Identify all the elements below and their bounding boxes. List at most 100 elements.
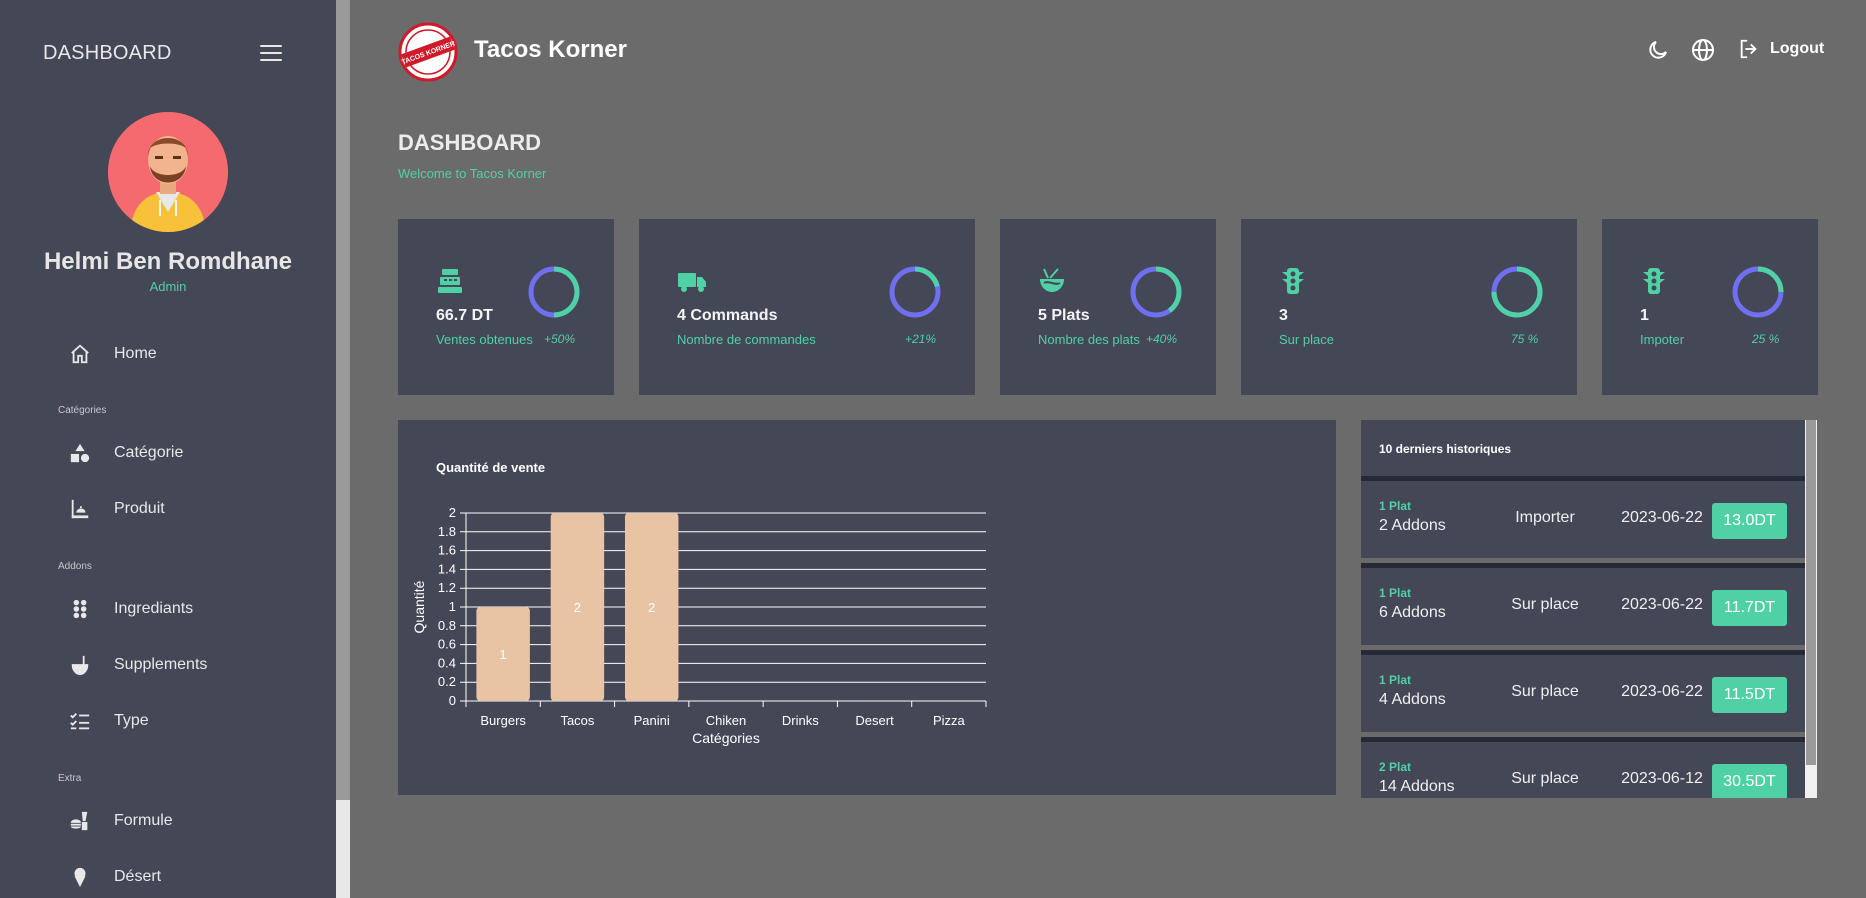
history-row[interactable]: 2 Plat 14 Addons Sur place 2023-06-12 30…: [1361, 737, 1805, 798]
y-tick-label: 0.4: [438, 655, 456, 670]
sidebar-item-type[interactable]: Type: [68, 706, 149, 736]
y-tick-label: 0.6: [438, 637, 456, 652]
stat-value: 66.7 DT: [436, 307, 493, 324]
history-date: 2023-06-22: [1621, 683, 1703, 700]
menu-toggle-icon[interactable]: [260, 45, 282, 61]
history-plat: 1 Plat: [1379, 499, 1412, 513]
sidebar: DASHBOARD Helmi Ben Romdhane Admin Home …: [0, 0, 336, 898]
stat-label: Impoter: [1640, 332, 1685, 347]
progress-ring: [889, 266, 941, 318]
history-price-badge: 30.5DT: [1712, 764, 1787, 798]
avatar: [108, 112, 228, 232]
brand-name: Tacos Korner: [474, 36, 627, 63]
progress-ring: [528, 266, 580, 318]
globe-icon[interactable]: [1691, 38, 1715, 62]
y-tick-label: 1: [449, 599, 456, 614]
stat-percent: +40%: [1146, 332, 1178, 346]
stat-value: 3: [1279, 307, 1288, 324]
stat-percent: +21%: [905, 332, 937, 346]
sidebar-item-label: Désert: [114, 868, 162, 885]
logout-label: Logout: [1770, 40, 1825, 57]
history-row[interactable]: 1 Plat 6 Addons Sur place 2023-06-22 11.…: [1361, 563, 1805, 645]
history-panel: 10 derniers historiques 1 Plat 2 Addons …: [1361, 420, 1805, 798]
sidebar-item-label: Supplements: [114, 656, 208, 673]
stat-label: Sur place: [1279, 332, 1334, 347]
progress-ring: [1130, 266, 1182, 318]
sidebar-item-label: Ingrediants: [114, 600, 194, 617]
bar-value-label: 2: [648, 600, 655, 615]
dark-mode-icon[interactable]: [1646, 38, 1670, 62]
history-price-badge: 11.7DT: [1712, 590, 1787, 626]
x-tick-label: Tacos: [560, 713, 594, 728]
sidebar-item-label: Home: [114, 345, 157, 362]
sidebar-title: DASHBOARD: [43, 42, 172, 64]
stat-value: 5 Plats: [1038, 307, 1090, 324]
stat-percent: 75 %: [1511, 332, 1539, 346]
history-date: 2023-06-22: [1621, 509, 1703, 526]
history-date: 2023-06-22: [1621, 596, 1703, 613]
bar: [550, 513, 605, 701]
bar: [476, 607, 530, 701]
icecream-icon: [68, 865, 92, 889]
y-tick-label: 2: [449, 505, 456, 520]
stat-value: 1: [1640, 307, 1649, 324]
traffic-light-icon: [1279, 267, 1307, 295]
y-tick-label: 0: [449, 693, 456, 708]
logout-icon: [1740, 39, 1757, 59]
x-tick-label: Pizza: [933, 713, 966, 728]
checklist-icon: [68, 709, 92, 733]
stat-card-plats: 5 Plats Nombre des plats +40%: [1000, 219, 1216, 395]
sidebar-item-home[interactable]: Home: [68, 339, 157, 369]
sidebar-scrollbar[interactable]: [336, 0, 350, 898]
sidebar-item-label: Catégorie: [114, 444, 184, 461]
history-addons: 6 Addons: [1379, 604, 1446, 621]
page-subtitle: Welcome to Tacos Korner: [398, 166, 547, 181]
sidebar-item-supplements[interactable]: Supplements: [68, 650, 207, 680]
user-name: Helmi Ben Romdhane: [43, 248, 293, 275]
product-icon: [68, 497, 92, 521]
progress-ring: [1491, 266, 1543, 318]
x-tick-label: Panini: [634, 713, 670, 728]
user-role: Admin: [149, 279, 187, 294]
x-tick-label: Desert: [855, 713, 894, 728]
chart-title: Quantité de vente: [436, 460, 546, 475]
history-type: Importer: [1515, 509, 1575, 526]
bar: [624, 513, 679, 701]
history-plat: 1 Plat: [1379, 586, 1412, 600]
bar-value-label: 2: [574, 600, 581, 615]
y-tick-label: 1.6: [438, 543, 456, 558]
sidebar-item-ingrediants[interactable]: Ingrediants: [68, 594, 193, 624]
bar-value-label: 1: [500, 647, 507, 662]
stat-card-sur-place: 3 Sur place 75 %: [1241, 219, 1577, 395]
fastfood-icon: [68, 809, 92, 833]
history-title: 10 derniers historiques: [1379, 442, 1512, 456]
sidebar-item-categorie[interactable]: Catégorie: [68, 438, 183, 468]
sidebar-item-produit[interactable]: Produit: [68, 494, 165, 524]
brand-logo: TACOS KORNER: [398, 22, 458, 82]
sidebar-item-desert[interactable]: Désert: [68, 862, 161, 892]
history-price-badge: 13.0DT: [1712, 503, 1787, 539]
history-price-badge: 11.5DT: [1712, 677, 1787, 713]
history-scrollbar[interactable]: [1805, 420, 1817, 798]
sidebar-item-label: Formule: [114, 812, 173, 829]
y-axis-label: Quantité: [411, 580, 427, 633]
section-categories: Catégories: [58, 405, 107, 416]
history-plat: 1 Plat: [1379, 673, 1412, 687]
cash-register-icon: [436, 267, 464, 295]
logout-button[interactable]: Logout: [1738, 38, 1824, 60]
history-row[interactable]: 1 Plat 4 Addons Sur place 2023-06-22 11.…: [1361, 650, 1805, 732]
history-row[interactable]: 1 Plat 2 Addons Importer 2023-06-22 13.0…: [1361, 476, 1805, 558]
history-header: 10 derniers historiques: [1361, 420, 1805, 476]
stat-label: Ventes obtenues: [436, 332, 533, 347]
shapes-icon: [68, 441, 92, 465]
stat-label: Nombre de commandes: [677, 332, 816, 347]
y-tick-label: 1.8: [438, 524, 456, 539]
sidebar-item-label: Produit: [114, 500, 165, 517]
page-title: DASHBOARD: [398, 130, 541, 155]
y-tick-label: 0.8: [438, 618, 456, 633]
stat-value: 4 Commands: [677, 307, 778, 324]
sidebar-item-formule[interactable]: Formule: [68, 806, 173, 836]
truck-icon: [677, 267, 706, 295]
history-type: Sur place: [1511, 683, 1579, 700]
stat-percent: 25 %: [1752, 332, 1780, 346]
